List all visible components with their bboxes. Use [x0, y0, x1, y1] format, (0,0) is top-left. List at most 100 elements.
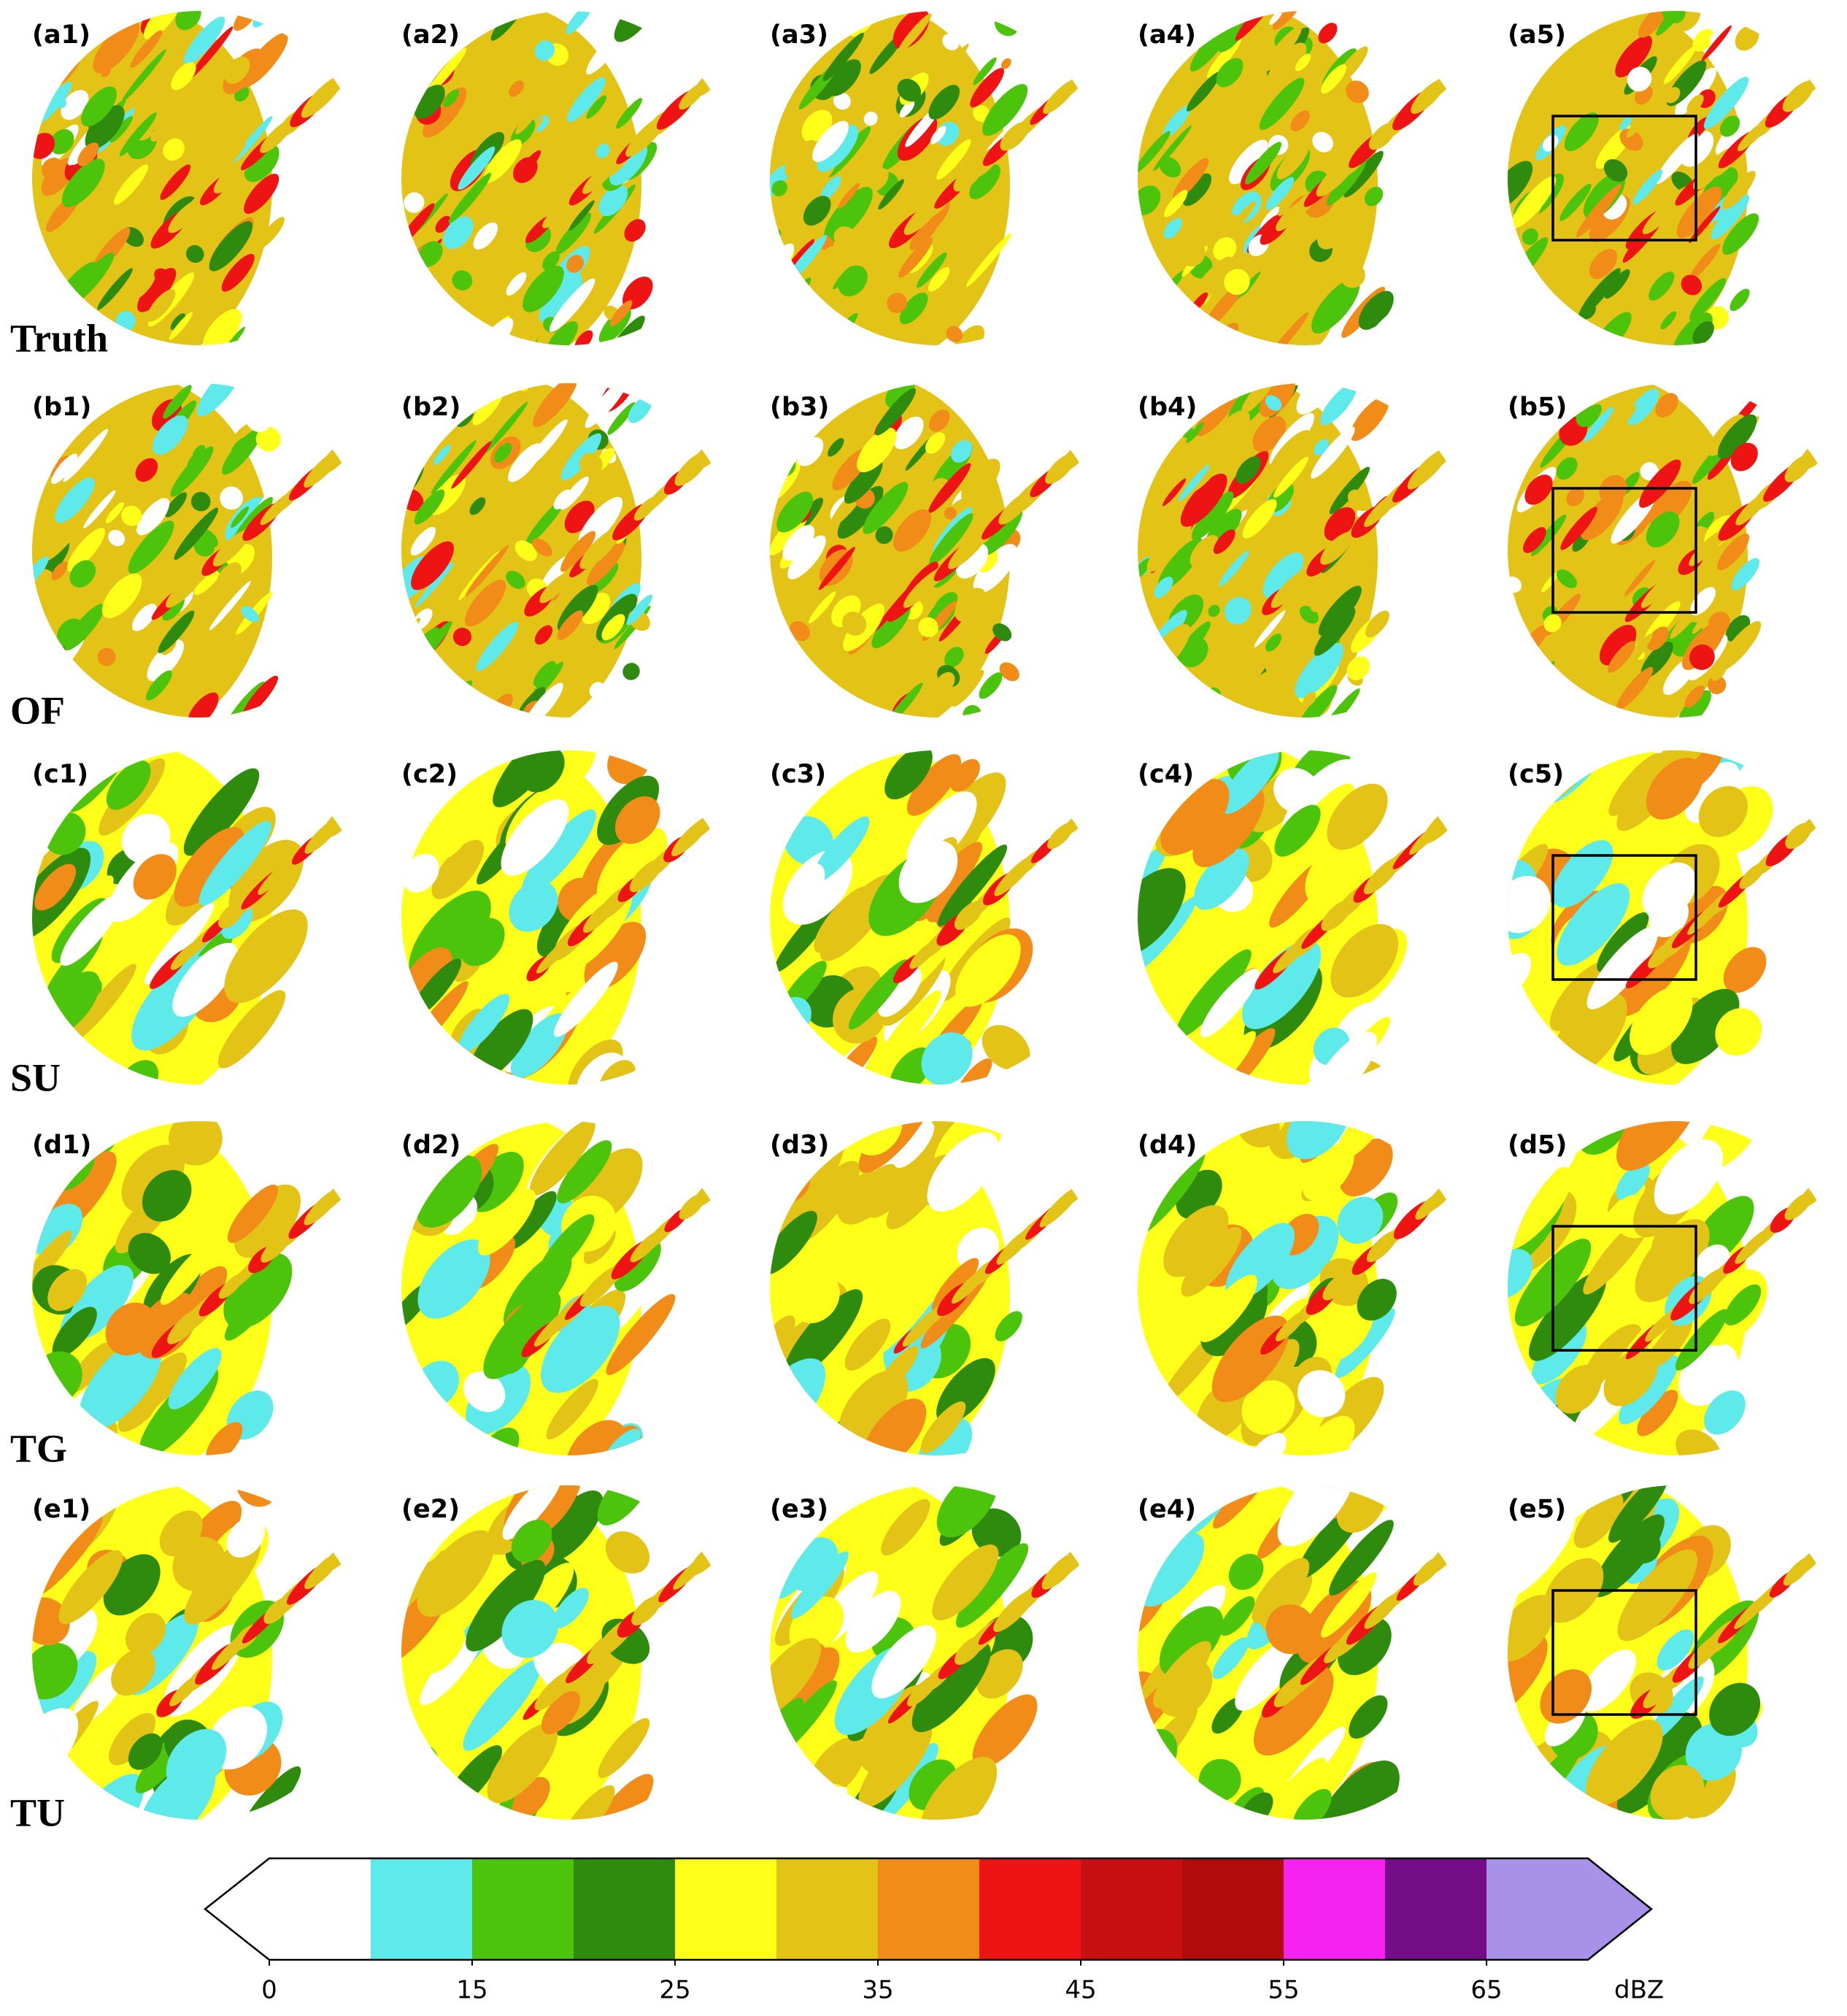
echo-blob	[1346, 656, 1370, 681]
panel-label: (c5)	[1508, 760, 1564, 789]
echo-blob	[1642, 862, 1697, 920]
echo-blob	[1159, 1606, 1224, 1677]
echo-blob	[1269, 11, 1283, 25]
echo-blob	[1616, 1726, 1694, 1815]
echo-blob	[1660, 311, 1677, 330]
echo-blob	[820, 176, 841, 200]
echo-blob	[69, 253, 115, 305]
echo-blob	[514, 540, 537, 561]
echo-blob	[982, 1025, 1030, 1071]
echo-blob	[920, 1757, 998, 1820]
echo-blob	[838, 182, 860, 209]
echo-blob	[1617, 1549, 1698, 1642]
colorbar-box	[979, 1858, 1081, 1960]
echo-blob	[66, 1062, 107, 1085]
echo-blob	[1675, 1309, 1728, 1371]
echo-blob	[520, 750, 565, 793]
echo-blob	[97, 647, 116, 666]
echo-blob	[1681, 274, 1703, 296]
echo-blob	[1259, 77, 1305, 131]
echo-blob	[147, 639, 184, 682]
echo-blob	[1198, 322, 1239, 345]
echo-blob	[224, 1271, 285, 1341]
echo-blob	[1188, 256, 1233, 308]
panel-label: (d3)	[770, 1131, 829, 1160]
echo-blob	[1627, 66, 1652, 92]
echo-blob	[596, 827, 668, 907]
echo-blob	[1235, 456, 1261, 484]
colorbar-box	[1385, 1858, 1487, 1960]
echo-blob	[221, 253, 255, 292]
echo-blob	[1663, 45, 1697, 85]
echo-blob	[244, 143, 279, 182]
echo-blob	[566, 255, 584, 273]
colorbar-box	[472, 1858, 574, 1960]
echo-blob	[1508, 1777, 1557, 1820]
echo-blob	[1340, 262, 1365, 288]
echo-blob	[1321, 1572, 1377, 1638]
echo-blob	[452, 270, 473, 291]
echo-blob	[1627, 388, 1659, 426]
echo-blob	[1619, 128, 1643, 151]
echo-blob	[1276, 142, 1310, 180]
echo-blob	[1153, 126, 1192, 172]
echo-blob	[1677, 690, 1712, 717]
colorbar-tick-label: 0	[261, 1976, 277, 2005]
echo-blob	[1526, 284, 1565, 328]
colorbar-box	[1081, 1858, 1183, 1960]
echo-blob	[1646, 758, 1704, 820]
echo-blob	[121, 505, 142, 526]
echo-blob	[451, 441, 492, 489]
echo-blob	[1262, 26, 1302, 72]
echo-blob	[1717, 414, 1757, 459]
echo-blob	[1508, 297, 1547, 345]
echo-blob	[992, 623, 1012, 642]
echo-blob	[1227, 214, 1243, 230]
echo-blob	[918, 617, 938, 638]
echo-blob	[1685, 1723, 1743, 1781]
echo-blob	[431, 440, 477, 494]
echo-blob	[252, 11, 274, 28]
echo-blob	[1608, 1485, 1669, 1543]
echo-blob	[929, 409, 950, 432]
echo-blob	[77, 142, 99, 166]
echo-blob	[878, 967, 922, 1017]
echo-blob	[566, 77, 606, 123]
echo-blob	[770, 279, 778, 291]
echo-blob	[513, 157, 538, 183]
echo-blob	[1511, 640, 1527, 658]
echo-blob	[791, 1551, 849, 1619]
echo-line	[1426, 66, 1461, 101]
echo-blob	[534, 625, 553, 645]
echo-line	[1800, 1180, 1827, 1207]
echo-blob	[509, 880, 558, 932]
echo-blob	[32, 537, 54, 567]
echo-blob	[944, 507, 957, 520]
echo-blob	[1718, 620, 1762, 672]
echo-blob	[417, 241, 443, 267]
echo-blob	[1265, 634, 1282, 652]
echo-blob	[956, 1058, 992, 1085]
echo-blob	[256, 217, 285, 250]
echo-line	[324, 1544, 352, 1571]
echo-blob	[1350, 396, 1389, 442]
echo-blob	[242, 675, 278, 717]
panel-label: (b3)	[770, 393, 829, 422]
echo-blob	[1138, 1608, 1182, 1663]
echo-blob	[101, 573, 142, 618]
echo-blob	[1717, 534, 1750, 571]
echo-blob	[833, 266, 853, 290]
echo-blob	[533, 383, 578, 428]
panel-label: (e4)	[1138, 1495, 1196, 1524]
echo-blob	[477, 1189, 536, 1256]
echo-blob	[166, 1728, 227, 1793]
echo-blob	[529, 1121, 595, 1196]
echo-blob	[108, 529, 126, 547]
echo-blob	[224, 56, 250, 84]
echo-blob	[410, 526, 436, 556]
echo-blob	[1724, 1284, 1762, 1326]
echo-blob	[1175, 949, 1252, 1039]
echo-blob	[1654, 1139, 1724, 1215]
echo-blob	[504, 489, 548, 541]
